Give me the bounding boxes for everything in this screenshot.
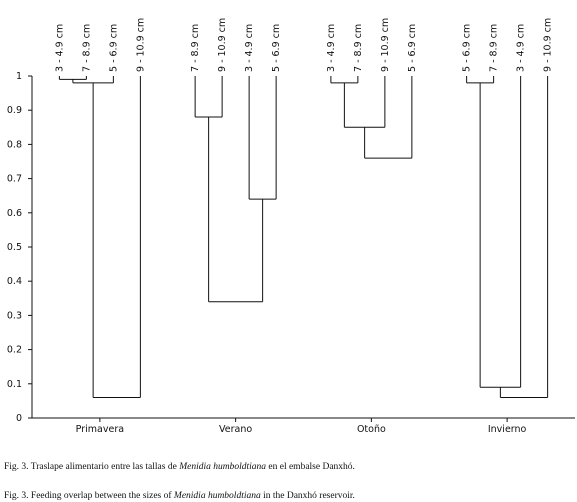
y-tick-label: 0.6 [7,208,22,219]
x-tick-label: Primavera [76,424,124,435]
leaf-label: 5 - 6.9 cm [108,24,119,72]
leaf-label: 5 - 6.9 cm [462,24,473,72]
leaf-label: 7 - 8.9 cm [489,24,500,72]
caption-part: Menidia humboldtiana [178,462,266,472]
caption-part: en el embalse Danxhó. [266,462,355,472]
y-tick-label: 0.1 [7,379,22,390]
caption-part: Menidia humboldtiana [173,491,261,501]
leaf-label: 9 - 10.9 cm [380,18,391,72]
y-tick-label: 0.2 [7,345,22,356]
leaf-label: 3 - 4.9 cm [516,24,527,72]
caption-es: Fig. 3. Traslape alimentario entre las t… [4,462,355,472]
leaf-label: 9 - 10.9 cm [217,18,228,72]
y-tick-label: 0 [16,413,22,424]
y-tick-label: 1 [16,71,22,82]
leaf-label: 3 - 4.9 cm [326,24,337,72]
caption-part: Fig. 3. Feeding overlap between the size… [4,490,174,501]
x-tick-label: Verano [219,424,252,435]
caption-part: Fig. 3. Traslape alimentario entre las t… [4,462,179,472]
leaf-label: 9 - 10.9 cm [135,18,146,72]
caption-part: in the Danxhó reservoir. [261,491,355,501]
x-tick-label: Otoño [357,424,386,435]
x-tick-label: Invierno [488,424,527,435]
y-tick-label: 0.9 [7,105,22,116]
leaf-label: 9 - 10.9 cm [543,18,554,72]
y-tick-label: 0.7 [7,174,22,185]
leaf-label: 7 - 8.9 cm [190,24,201,72]
caption-en: Fig. 3. Feeding overlap between the size… [4,490,355,501]
leaf-label: 5 - 6.9 cm [407,24,418,72]
y-tick-label: 0.5 [7,242,22,253]
leaf-label: 3 - 4.9 cm [244,24,255,72]
y-tick-label: 0.4 [7,276,22,287]
leaf-label: 3 - 4.9 cm [54,24,65,72]
leaf-label: 5 - 6.9 cm [271,24,282,72]
leaf-label: 7 - 8.9 cm [353,24,364,72]
leaf-label: 7 - 8.9 cm [81,24,92,72]
y-tick-label: 0.8 [7,139,22,150]
y-tick-label: 0.3 [7,310,22,321]
